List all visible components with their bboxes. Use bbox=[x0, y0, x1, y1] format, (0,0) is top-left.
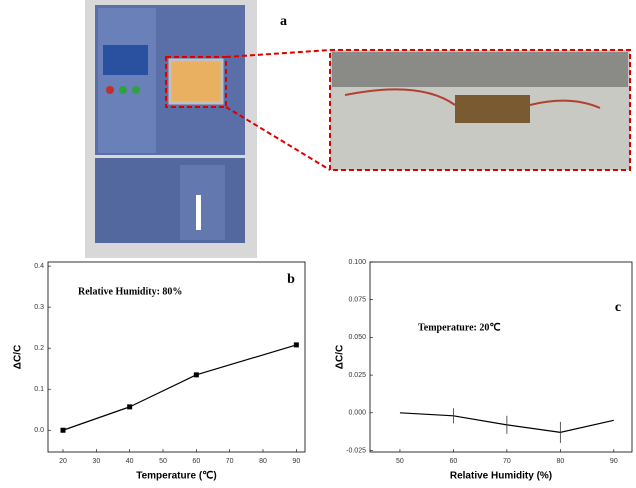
photo: a bbox=[85, 0, 630, 258]
x-tick-label: 60 bbox=[192, 458, 200, 465]
y-tick-label: 0.025 bbox=[348, 372, 366, 379]
panel-label: a bbox=[280, 14, 287, 29]
x-tick-label: 20 bbox=[59, 458, 67, 465]
x-axis-label: Temperature (℃) bbox=[136, 471, 217, 482]
button bbox=[119, 86, 127, 94]
y-tick-label: 0.1 bbox=[34, 386, 44, 393]
figure: a 20 30 40 50 60 70 80 90 0.0 0.1 0.2 0.3 0.4 Tempera… bbox=[0, 0, 636, 483]
y-tick-label: 0.2 bbox=[34, 345, 44, 352]
control-panel bbox=[98, 8, 156, 153]
x-tick-label: 60 bbox=[450, 458, 458, 465]
x-tick-label: 80 bbox=[556, 458, 564, 465]
point bbox=[61, 428, 66, 433]
point bbox=[194, 372, 199, 377]
screen bbox=[103, 45, 148, 75]
line bbox=[63, 345, 296, 430]
annotation: Relative Humidity: 80% bbox=[78, 286, 182, 297]
button bbox=[132, 86, 140, 94]
inset-grid bbox=[332, 52, 628, 87]
x-tick-label: 30 bbox=[92, 458, 100, 465]
button bbox=[106, 86, 114, 94]
x-tick-label: 80 bbox=[259, 458, 267, 465]
window bbox=[170, 60, 222, 103]
y-tick-label: 0.4 bbox=[34, 263, 44, 270]
point bbox=[294, 342, 299, 347]
y-tick-label: 0.050 bbox=[348, 334, 366, 341]
x-tick-label: 90 bbox=[292, 458, 300, 465]
y-tick-label: 0.000 bbox=[348, 410, 366, 417]
y-tick-label: 0.0 bbox=[34, 427, 44, 434]
sample bbox=[455, 95, 530, 123]
x-tick-label: 70 bbox=[503, 458, 511, 465]
x-tick-label: 70 bbox=[226, 458, 234, 465]
y-axis-label: ΔC/C bbox=[13, 345, 24, 369]
x-tick-label: 50 bbox=[159, 458, 167, 465]
y-tick-label: 0.075 bbox=[348, 297, 366, 304]
y-tick-label: 0.3 bbox=[34, 304, 44, 311]
x-tick-label: 40 bbox=[126, 458, 134, 465]
x-tick-label: 50 bbox=[396, 458, 404, 465]
annotation: Temperature: 20℃ bbox=[418, 322, 501, 333]
door bbox=[180, 165, 225, 240]
y-tick-label: 0.100 bbox=[348, 259, 366, 266]
panel-label: c bbox=[615, 300, 621, 315]
y-axis-label: ΔC/C bbox=[335, 345, 346, 369]
panel-label: b bbox=[287, 272, 295, 287]
x-tick-label: 90 bbox=[610, 458, 618, 465]
x-axis-label: Relative Humidity (%) bbox=[450, 471, 552, 482]
handle bbox=[196, 195, 201, 230]
y-tick-label: -0.025 bbox=[346, 447, 366, 454]
point bbox=[127, 404, 132, 409]
